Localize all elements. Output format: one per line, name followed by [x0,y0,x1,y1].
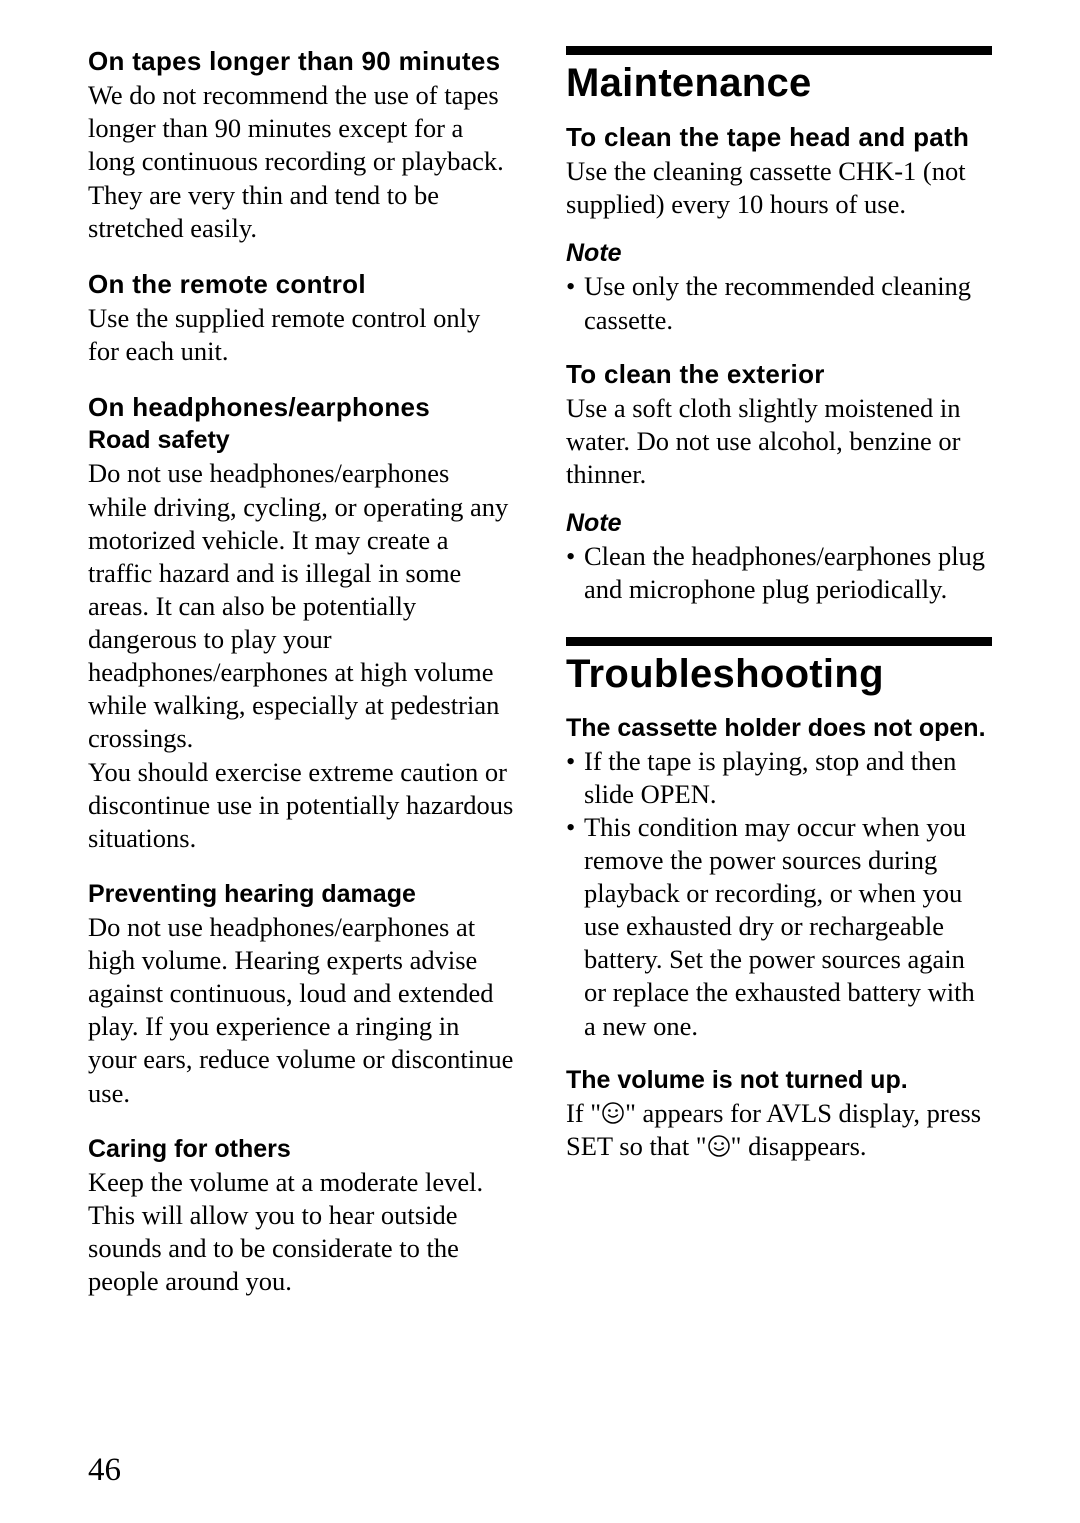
text-fragment: If " [566,1098,601,1128]
bullet-item: If the tape is playing, stop and then sl… [566,745,992,811]
body-hearing-damage: Do not use headphones/earphones at high … [88,911,514,1110]
heading-cassette-holder: The cassette holder does not open. [566,713,992,743]
note-list-1: Use only the recommended cleaning casset… [566,270,992,336]
smiley-icon [707,1134,731,1158]
section-rule-troubleshooting [566,637,992,646]
heading-headphones: On headphones/earphones [88,392,514,423]
right-column: Maintenance To clean the tape head and p… [566,46,992,1483]
body-clean-exterior: Use a soft cloth slightly moistened in w… [566,392,992,491]
note-label-2: Note [566,509,992,538]
smiley-icon [601,1101,625,1125]
body-remote-control: Use the supplied remote control only for… [88,302,514,368]
section-title-maintenance: Maintenance [566,61,992,106]
bullet-item: This condition may occur when you remove… [566,811,992,1043]
heading-volume: The volume is not turned up. [566,1065,992,1095]
heading-tapes-90min: On tapes longer than 90 minutes [88,46,514,77]
heading-clean-head: To clean the tape head and path [566,122,992,153]
section-title-troubleshooting: Troubleshooting [566,652,992,697]
note-item: Use only the recommended cleaning casset… [566,270,992,336]
section-rule-maintenance [566,46,992,55]
manual-page: On tapes longer than 90 minutes We do no… [88,46,992,1483]
body-road-safety: Do not use headphones/earphones while dr… [88,457,514,855]
note-label-1: Note [566,239,992,268]
page-number: 46 [88,1452,121,1489]
body-caring-others: Keep the volume at a moderate level. Thi… [88,1166,514,1299]
subheading-road-safety: Road safety [88,425,514,455]
note-list-2: Clean the headphones/earphones plug and … [566,540,992,606]
heading-remote-control: On the remote control [88,269,514,300]
text-fragment: " disappears. [731,1131,867,1161]
body-clean-head: Use the cleaning cassette CHK-1 (not sup… [566,155,992,221]
subheading-hearing-damage: Preventing hearing damage [88,879,514,909]
note-item: Clean the headphones/earphones plug and … [566,540,992,606]
left-column: On tapes longer than 90 minutes We do no… [88,46,514,1483]
body-volume: If "" appears for AVLS display, press SE… [566,1097,992,1163]
subheading-caring-others: Caring for others [88,1134,514,1164]
body-tapes-90min: We do not recommend the use of tapes lon… [88,79,514,245]
heading-clean-exterior: To clean the exterior [566,359,992,390]
bullet-list-cassette: If the tape is playing, stop and then sl… [566,745,992,1043]
